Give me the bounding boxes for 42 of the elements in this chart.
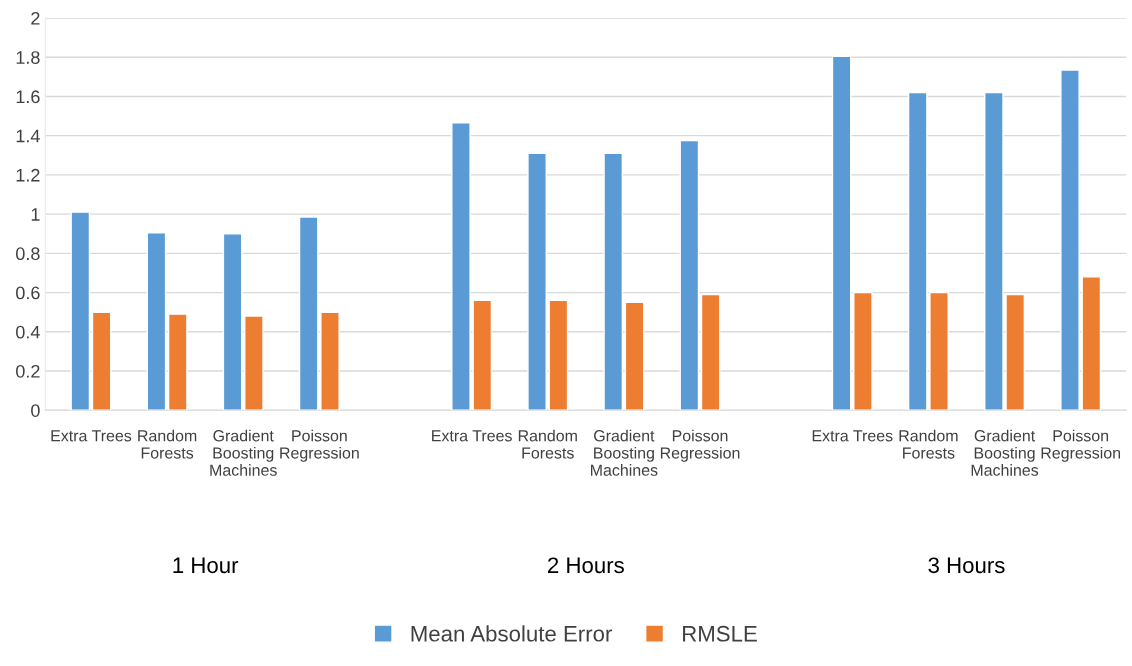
y-tick-label: 1.4 [16,129,40,143]
x-tick-label: Extra Trees [432,430,512,442]
y-tick-label: 0.8 [16,247,40,261]
y-tick-label: 0.2 [16,364,40,378]
legend-label: RMSLE [683,625,757,642]
x-tick-label: Random Forests [899,429,958,459]
bar [700,293,721,411]
y-tick-label: 0.4 [16,325,40,339]
text: 3 Hours [928,557,1005,574]
bar [146,232,167,411]
x-tick-label: Random Forests [138,429,197,459]
y-tick-label: 1.6 [16,90,40,104]
bar [853,291,873,411]
bar [167,313,188,411]
y-tick-label: 0 [31,404,40,417]
x-tick-label: Extra Trees [812,430,893,442]
bar [222,233,243,411]
bar [831,55,852,411]
x-tick-label: Poisson Regression [1041,429,1121,462]
y-tick-label: 0.6 [16,286,40,300]
y-tick-label: 2 [31,11,40,25]
y-tick-label: 1.8 [16,51,40,64]
x-tick-label: Poisson Regression [280,429,359,462]
x-tick-label: Random Forests [518,429,577,459]
bar [527,152,547,411]
bar [244,315,264,411]
x-tick-label: Extra Trees [51,430,132,442]
x-tick-label: Gradient Boosting Machines [591,429,658,476]
bar [603,152,624,411]
text: 2 Hours [548,557,624,574]
bar [624,301,645,411]
x-tick-label: Gradient Boosting Machines [971,429,1039,476]
bar [91,311,112,411]
y-tick-label: 1.2 [16,168,40,182]
legend-label: Mean Absolute Error [411,625,612,642]
x-tick-label: Poisson Regression [660,429,740,462]
text: 1 Hour [173,557,239,574]
bar [679,139,700,411]
bar [70,211,91,411]
bar [548,299,569,411]
x-tick-label: Gradient Boosting Machines [210,429,277,476]
y-tick-label: 1 [31,208,40,221]
